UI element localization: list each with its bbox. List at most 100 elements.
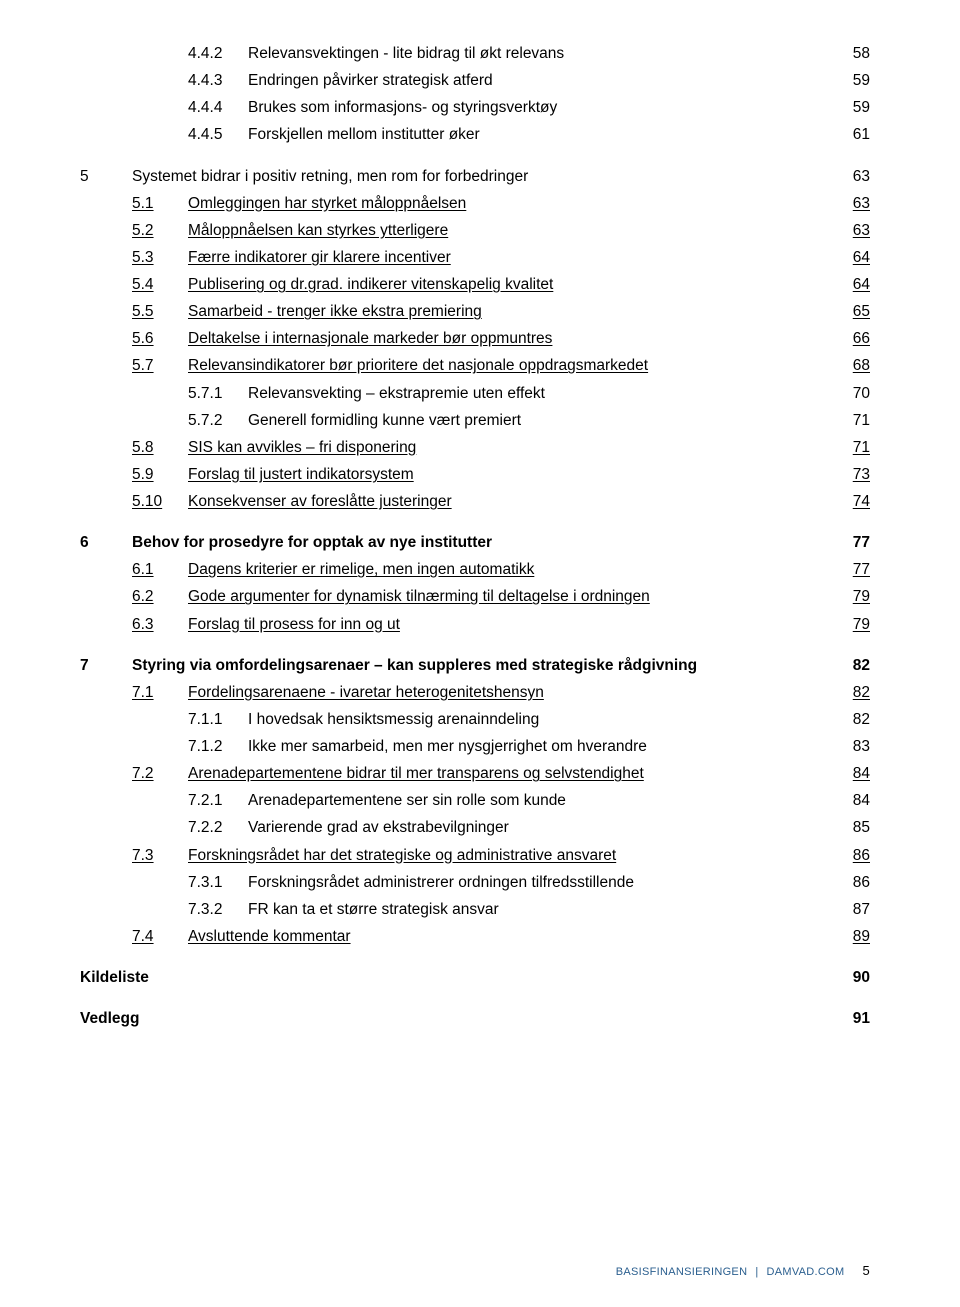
toc-entry-page: 71 [853, 407, 870, 434]
toc-entry-number: 4.4.4 [188, 94, 248, 121]
toc-entry-page: 86 [853, 869, 870, 896]
toc-entry-label: 5.6Deltakelse i internasjonale markeder … [132, 325, 833, 352]
toc-entry-page: 82 [853, 706, 870, 733]
toc-entry-label: 5Systemet bidrar i positiv retning, men … [80, 163, 833, 190]
toc-entry-label: 6.2Gode argumenter for dynamisk tilnærmi… [132, 583, 833, 610]
toc-entry-page: 91 [853, 1005, 870, 1032]
toc-entry-number: 5.7 [132, 352, 188, 379]
toc-entry-page: 65 [853, 298, 870, 325]
toc-entry: 7.2.1Arenadepartementene ser sin rolle s… [80, 787, 870, 814]
toc-entry-title: Arenadepartementene ser sin rolle som ku… [248, 787, 566, 814]
page-footer: BASISFINANSIERINGEN | DAMVAD.COM 5 [616, 1260, 870, 1283]
toc-entry: 5.1Omleggingen har styrket måloppnåelsen… [80, 190, 870, 217]
toc-entry-label: 7.3.1Forskningsrådet administrerer ordni… [188, 869, 833, 896]
toc-entry-title: Varierende grad av ekstrabevilgninger [248, 814, 509, 841]
toc-entry-label: 7.3.2FR kan ta et større strategisk ansv… [188, 896, 833, 923]
toc-entry-number: 5.7.1 [188, 380, 248, 407]
toc-entry-label: 4.4.5Forskjellen mellom institutter øker [188, 121, 833, 148]
toc-entry-number: 5.4 [132, 271, 188, 298]
toc-entry-page: 59 [853, 94, 870, 121]
toc-entry-number: 6.1 [132, 556, 188, 583]
toc-entry: 7.4Avsluttende kommentar89 [80, 923, 870, 950]
toc-entry-page: 79 [853, 583, 870, 610]
toc-entry-page: 85 [853, 814, 870, 841]
toc-entry: 5.2Måloppnåelsen kan styrkes ytterligere… [80, 217, 870, 244]
toc-entry-title: Publisering og dr.grad. indikerer vitens… [188, 271, 553, 298]
toc-entry: 4.4.4Brukes som informasjons- og styring… [80, 94, 870, 121]
toc-entry-page: 61 [853, 121, 870, 148]
toc-entry: 4.4.5Forskjellen mellom institutter øker… [80, 121, 870, 148]
toc-entry-title: Behov for prosedyre for opptak av nye in… [132, 529, 492, 556]
toc-entry-label: 5.3Færre indikatorer gir klarere incenti… [132, 244, 833, 271]
footer-page-number: 5 [862, 1260, 870, 1283]
toc-entry-label: 7.2.2Varierende grad av ekstrabevilgning… [188, 814, 833, 841]
toc-entry-label: 5.8SIS kan avvikles – fri disponering [132, 434, 833, 461]
toc-entry: 6.2Gode argumenter for dynamisk tilnærmi… [80, 583, 870, 610]
toc-entry-page: 66 [853, 325, 870, 352]
toc-entry: 5.5Samarbeid - trenger ikke ekstra premi… [80, 298, 870, 325]
toc-entry: 4.4.3Endringen påvirker strategisk atfer… [80, 67, 870, 94]
toc-entry-number: 7.3.2 [188, 896, 248, 923]
toc-entry-page: 58 [853, 40, 870, 67]
toc-entry-label: 5.5Samarbeid - trenger ikke ekstra premi… [132, 298, 833, 325]
toc-entry-page: 83 [853, 733, 870, 760]
toc-entry-page: 84 [853, 760, 870, 787]
footer-separator: | [755, 1263, 758, 1282]
footer-title: BASISFINANSIERINGEN [616, 1263, 748, 1282]
toc-entry-label: 4.4.3Endringen påvirker strategisk atfer… [188, 67, 833, 94]
toc-entry-title: Kildeliste [80, 964, 149, 991]
toc-entry-page: 63 [853, 163, 870, 190]
toc-entry-page: 79 [853, 611, 870, 638]
toc-entry-title: Arenadepartementene bidrar til mer trans… [188, 760, 644, 787]
toc-entry: 5.7.2Generell formidling kunne vært prem… [80, 407, 870, 434]
toc-entry-page: 77 [853, 529, 870, 556]
toc-entry-number: 7.3.1 [188, 869, 248, 896]
toc-entry-page: 63 [853, 190, 870, 217]
toc-entry-number: 7.2.2 [188, 814, 248, 841]
footer-site: DAMVAD.COM [767, 1263, 845, 1282]
toc-entry: 5.6Deltakelse i internasjonale markeder … [80, 325, 870, 352]
table-of-contents: 4.4.2Relevansvektingen - lite bidrag til… [80, 40, 870, 1032]
toc-entry-title: Forskjellen mellom institutter øker [248, 121, 480, 148]
toc-entry: 5.8SIS kan avvikles – fri disponering 71 [80, 434, 870, 461]
toc-entry-title: Samarbeid - trenger ikke ekstra premieri… [188, 298, 482, 325]
toc-entry: 5.7.1Relevansvekting – ekstrapremie uten… [80, 380, 870, 407]
toc-entry-label: 5.7.2Generell formidling kunne vært prem… [188, 407, 833, 434]
toc-entry-page: 82 [853, 652, 870, 679]
toc-entry: 7.2Arenadepartementene bidrar til mer tr… [80, 760, 870, 787]
toc-entry-label: 7.1.2Ikke mer samarbeid, men mer nysgjer… [188, 733, 833, 760]
toc-entry-title: Avsluttende kommentar [188, 923, 351, 950]
toc-entry-title: Ikke mer samarbeid, men mer nysgjerrighe… [248, 733, 647, 760]
toc-entry-label: 7.2.1Arenadepartementene ser sin rolle s… [188, 787, 833, 814]
toc-entry-label: 6.1Dagens kriterier er rimelige, men ing… [132, 556, 833, 583]
toc-entry: 7.1.2Ikke mer samarbeid, men mer nysgjer… [80, 733, 870, 760]
toc-entry-label: 6Behov for prosedyre for opptak av nye i… [80, 529, 833, 556]
toc-entry-label: 4.4.2Relevansvektingen - lite bidrag til… [188, 40, 833, 67]
toc-entry-number: 7.3 [132, 842, 188, 869]
toc-entry: 4.4.2Relevansvektingen - lite bidrag til… [80, 40, 870, 67]
toc-entry-number: 7.1.1 [188, 706, 248, 733]
toc-entry-page: 74 [853, 488, 870, 515]
toc-entry-title: Dagens kriterier er rimelige, men ingen … [188, 556, 534, 583]
toc-entry: 5.7Relevansindikatorer bør prioritere de… [80, 352, 870, 379]
toc-entry-page: 87 [853, 896, 870, 923]
toc-entry-title: Systemet bidrar i positiv retning, men r… [132, 163, 528, 190]
toc-entry-label: 5.7Relevansindikatorer bør prioritere de… [132, 352, 833, 379]
toc-entry-title: Deltakelse i internasjonale markeder bør… [188, 325, 552, 352]
toc-entry-number: 5.2 [132, 217, 188, 244]
toc-entry-number: 6.2 [132, 583, 188, 610]
toc-entry-label: 5.1Omleggingen har styrket måloppnåelsen [132, 190, 833, 217]
toc-entry-label: 7.4Avsluttende kommentar [132, 923, 833, 950]
toc-entry-label: 5.10Konsekvenser av foreslåtte justering… [132, 488, 833, 515]
toc-entry-title: Gode argumenter for dynamisk tilnærming … [188, 583, 650, 610]
toc-entry-number: 5.7.2 [188, 407, 248, 434]
toc-entry-label: 5.4Publisering og dr.grad. indikerer vit… [132, 271, 833, 298]
toc-entry: 5.3Færre indikatorer gir klarere incenti… [80, 244, 870, 271]
toc-entry-number: 5.8 [132, 434, 188, 461]
toc-entry-number: 5.6 [132, 325, 188, 352]
toc-entry-title: SIS kan avvikles – fri disponering [188, 434, 416, 461]
toc-entry-page: 86 [853, 842, 870, 869]
toc-entry: 7Styring via omfordelingsarenaer – kan s… [80, 652, 870, 679]
toc-entry: 7.3Forskningsrådet har det strategiske o… [80, 842, 870, 869]
toc-entry-page: 71 [853, 434, 870, 461]
